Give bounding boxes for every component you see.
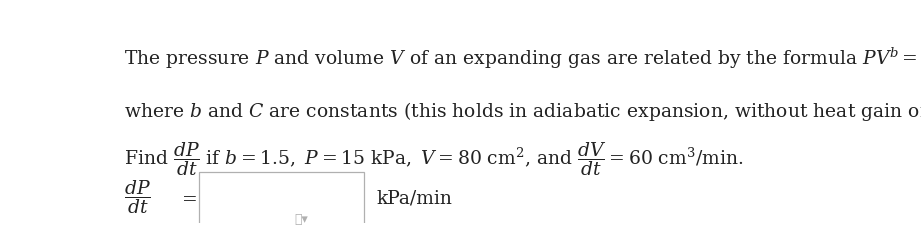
FancyBboxPatch shape: [199, 172, 364, 250]
Text: $=$: $=$: [178, 189, 197, 207]
Text: ✎▾: ✎▾: [295, 212, 308, 226]
Text: The pressure $\mathit{P}$ and volume $\mathit{V}$ of an expanding gas are relate: The pressure $\mathit{P}$ and volume $\m…: [123, 46, 921, 71]
Text: where $\mathit{b}$ and $\mathit{C}$ are constants (this holds in adiabatic expan: where $\mathit{b}$ and $\mathit{C}$ are …: [123, 100, 921, 122]
Text: kPa/min: kPa/min: [377, 189, 452, 207]
Text: Find $\dfrac{dP}{dt}$ if $b = 1.5,\ P = 15$ kPa$,\ V = 80$ cm$^{2}$, and $\dfrac: Find $\dfrac{dP}{dt}$ if $b = 1.5,\ P = …: [123, 140, 743, 178]
Text: $\dfrac{dP}{dt}$: $\dfrac{dP}{dt}$: [123, 178, 150, 216]
